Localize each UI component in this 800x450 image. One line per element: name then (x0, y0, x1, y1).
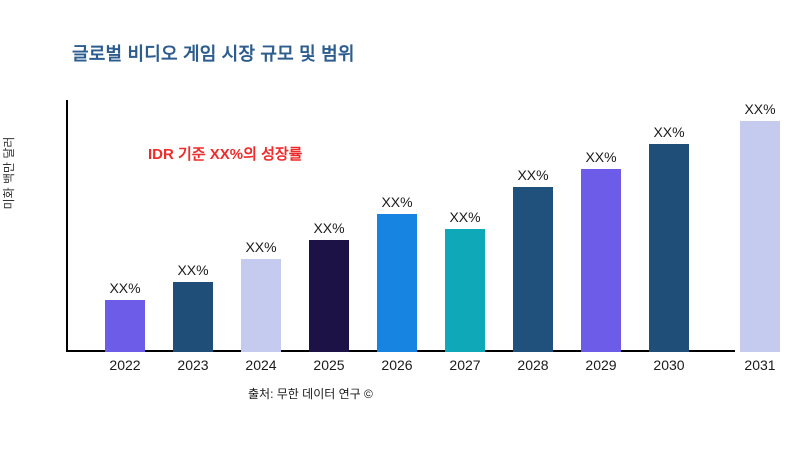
x-tick-2026: 2026 (381, 357, 413, 373)
x-tick-2028: 2028 (517, 357, 549, 373)
bar-value-label: XX% (744, 101, 776, 117)
bar-2025[interactable]: XX% (309, 220, 349, 352)
x-tick-2023: 2023 (177, 357, 209, 373)
bar-2023[interactable]: XX% (173, 262, 213, 352)
bar-rect[interactable] (740, 121, 780, 352)
bar-2028[interactable]: XX% (513, 167, 553, 352)
bar-rect[interactable] (513, 187, 553, 352)
bar-value-label: XX% (585, 149, 617, 165)
bar-value-label: XX% (517, 167, 549, 183)
bar-rect[interactable] (309, 240, 349, 352)
y-axis-label: 미화 백만 달러 (2, 136, 16, 210)
x-tick-2024: 2024 (245, 357, 277, 373)
bar-value-label: XX% (177, 262, 209, 278)
bar-rect[interactable] (173, 282, 213, 352)
bar-rect[interactable] (649, 144, 689, 352)
bar-2022[interactable]: XX% (105, 280, 145, 352)
bar-value-label: XX% (381, 194, 413, 210)
bar-2031[interactable]: XX% (740, 101, 780, 352)
y-axis-line (66, 100, 68, 352)
bar-value-label: XX% (653, 124, 685, 140)
bar-2029[interactable]: XX% (581, 149, 621, 352)
chart-title: 글로벌 비디오 게임 시장 규모 및 범위 (72, 44, 355, 64)
bar-2027[interactable]: XX% (445, 209, 485, 352)
x-tick-2027: 2027 (449, 357, 481, 373)
bar-value-label: XX% (109, 280, 141, 296)
source-note: 출처: 무한 데이터 연구 © (248, 387, 373, 401)
bar-2030[interactable]: XX% (649, 124, 689, 352)
bar-rect[interactable] (581, 169, 621, 352)
bar-2024[interactable]: XX% (241, 239, 281, 352)
bar-value-label: XX% (245, 239, 277, 255)
bar-value-label: XX% (313, 220, 345, 236)
x-tick-2030: 2030 (653, 357, 685, 373)
bar-rect[interactable] (105, 300, 145, 352)
bar-rect[interactable] (445, 229, 485, 352)
x-tick-2022: 2022 (109, 357, 141, 373)
x-tick-2031: 2031 (744, 357, 776, 373)
x-tick-2029: 2029 (585, 357, 617, 373)
bar-rect[interactable] (241, 259, 281, 352)
x-tick-2025: 2025 (313, 357, 345, 373)
bar-value-label: XX% (449, 209, 481, 225)
growth-rate-annotation: IDR 기준 XX%의 성장률 (148, 146, 303, 163)
bar-rect[interactable] (377, 214, 417, 352)
bar-2026[interactable]: XX% (377, 194, 417, 352)
